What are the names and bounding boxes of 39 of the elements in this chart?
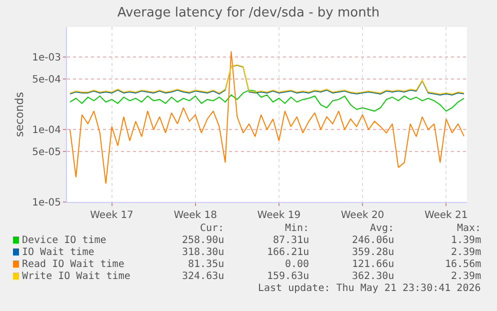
text: Max: xyxy=(457,223,482,234)
legend-label: Write IO Wait time xyxy=(22,271,130,282)
y-tick-label: 5e-04 xyxy=(32,74,61,86)
y-tick-label: 1e-04 xyxy=(32,125,61,136)
text: 246.06u xyxy=(352,235,394,246)
text: Cur: xyxy=(200,223,224,234)
text: 159.63u xyxy=(267,271,310,282)
text: 2.39m xyxy=(451,271,482,282)
line-series xyxy=(69,90,465,112)
x-tick-label: Week 17 xyxy=(90,210,134,221)
text: 258.90u xyxy=(182,235,224,246)
text: 1.39m xyxy=(451,235,482,246)
text: 2.39m xyxy=(451,247,482,258)
text: 318.30u xyxy=(182,247,224,258)
legend-label: Device IO time xyxy=(22,235,106,246)
text: Avg: xyxy=(370,223,394,234)
text: 81.35u xyxy=(188,259,224,270)
text: 166.21u xyxy=(267,247,310,258)
text: 359.28u xyxy=(352,247,394,258)
text: 121.66u xyxy=(352,259,394,270)
chart-title: Average latency for /dev/sda - by month xyxy=(117,6,380,21)
text: 0.00 xyxy=(285,259,310,270)
y-tick-label: 1e-05 xyxy=(32,198,61,208)
x-tick-label: Week 19 xyxy=(257,210,301,221)
y-tick-label: 1e-03 xyxy=(32,52,61,64)
text: Last update: Thu May 21 23:30:41 2026 xyxy=(258,283,481,294)
text: 362.30u xyxy=(352,271,394,282)
legend-label: IO Wait time xyxy=(22,247,94,258)
x-tick-label: Week 21 xyxy=(424,210,468,221)
x-tick-label: Week 18 xyxy=(174,210,218,221)
text: 87.31u xyxy=(273,235,310,246)
x-tick-label: Week 20 xyxy=(340,210,384,221)
y-axis-title: seconds xyxy=(12,92,26,137)
y-tick-label: 5e-05 xyxy=(32,146,61,158)
line-series xyxy=(69,50,465,184)
text: Min: xyxy=(285,223,310,234)
text: 324.63u xyxy=(182,271,224,282)
text: 16.56m xyxy=(445,259,482,270)
legend-label: Read IO Wait time xyxy=(22,259,124,270)
